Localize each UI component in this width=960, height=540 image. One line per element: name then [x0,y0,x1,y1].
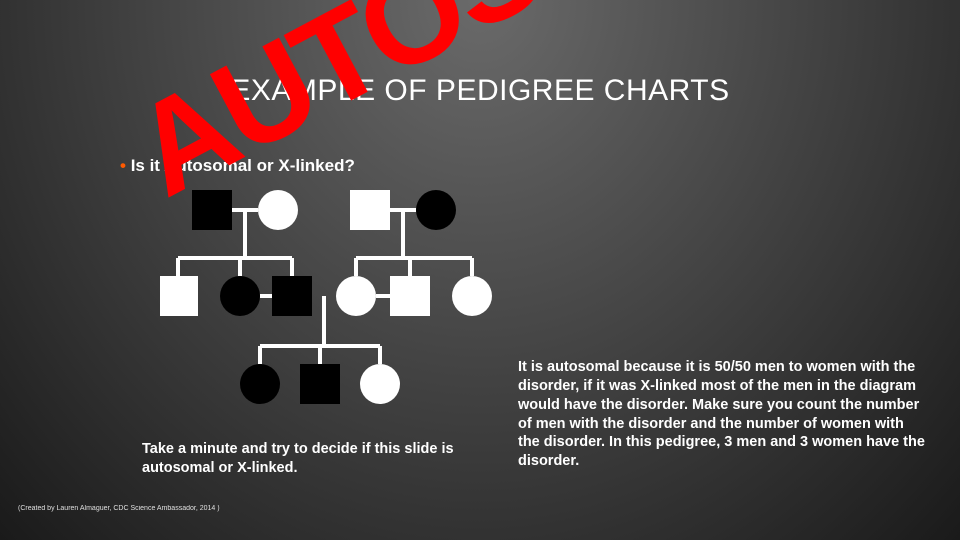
explanation-text: It is autosomal because it is 50/50 men … [518,358,928,471]
instruction-text: Take a minute and try to decide if this … [142,440,492,478]
watermark-text: AUTOSOMAL [114,0,881,217]
footer-credit: (Created by Lauren Almaguer, CDC Science… [18,505,220,512]
pedigree-svg [160,188,500,418]
pedigree-chart [160,188,500,418]
bullet-question: Is it Autosomal or X-linked? [120,156,355,176]
slide-title: EXAMPLE OF PEDIGREE CHARTS [0,74,960,108]
